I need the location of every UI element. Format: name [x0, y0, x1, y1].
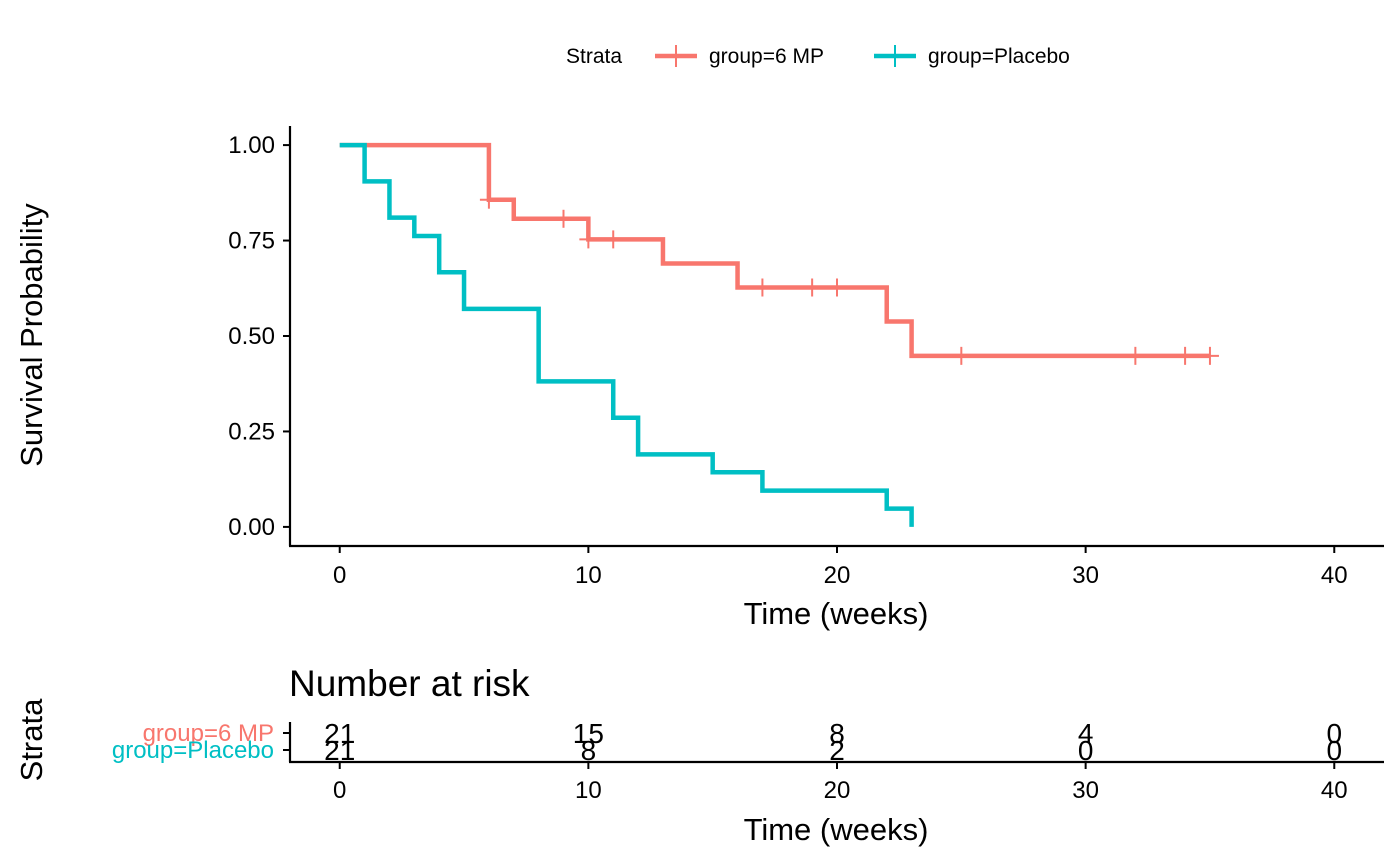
risk-x-axis-ticks: 0 10 20 30 40	[333, 762, 1348, 804]
risk-row-label-placebo: group=Placebo	[112, 737, 274, 764]
risk-count-placebo: 2	[829, 735, 845, 766]
legend-label-6mp: group=6 MP	[709, 45, 824, 68]
risk-table-y-title: Strata	[14, 698, 49, 781]
legend-label-placebo: group=Placebo	[928, 45, 1070, 68]
risk-x-tick-label: 0	[333, 777, 346, 804]
y-tick-label: 0.25	[228, 418, 275, 445]
risk-x-tick-label: 30	[1072, 777, 1099, 804]
risk-count-placebo: 8	[581, 735, 597, 766]
y-axis-title: Survival Probability	[14, 203, 49, 467]
y-tick-label: 0.50	[228, 323, 275, 350]
x-axis-ticks: 0 10 20 30 40	[333, 546, 1348, 589]
risk-count-6mp: 21	[324, 718, 355, 749]
x-tick-label: 40	[1321, 562, 1348, 589]
risk-count-placebo: 21	[324, 735, 355, 766]
x-tick-label: 30	[1072, 562, 1099, 589]
legend-title: Strata	[566, 45, 622, 68]
risk-count-6mp: 8	[829, 718, 845, 749]
risk-count-6mp: 15	[573, 718, 604, 749]
risk-table: Number at risk Strata group=6 MP 21 15 8 4 0g…	[14, 663, 1384, 847]
y-axis-ticks: 0.00 0.25 0.50 0.75 1.00	[228, 132, 290, 541]
risk-count-placebo: 0	[1078, 735, 1094, 766]
risk-row-label-6mp: group=6 MP	[143, 720, 274, 747]
x-tick-label: 20	[824, 562, 851, 589]
y-tick-label: 1.00	[228, 132, 275, 159]
risk-count-6mp: 0	[1326, 718, 1342, 749]
survival-plot: Survival Probability 0.00 0.25 0.50 0.75 1.0…	[14, 126, 1384, 631]
risk-count-placebo: 0	[1326, 735, 1342, 766]
x-tick-label: 10	[575, 562, 602, 589]
survival-curve-placebo	[339, 142, 914, 527]
risk-table-title: Number at risk	[289, 663, 530, 704]
y-tick-label: 0.75	[228, 228, 275, 255]
risk-x-axis-title: Time (weeks)	[744, 812, 929, 847]
x-axis-title: Time (weeks)	[744, 596, 929, 631]
legend: Strata group=6 MP group=Placebo	[566, 45, 1070, 68]
risk-x-tick-label: 20	[824, 777, 851, 804]
risk-x-tick-label: 40	[1321, 777, 1348, 804]
risk-x-tick-label: 10	[575, 777, 602, 804]
risk-count-6mp: 4	[1078, 718, 1094, 749]
y-tick-label: 0.00	[228, 514, 275, 541]
x-tick-label: 0	[333, 562, 346, 589]
survival-curve-6mp	[339, 142, 1210, 359]
survival-curves	[339, 142, 1219, 527]
